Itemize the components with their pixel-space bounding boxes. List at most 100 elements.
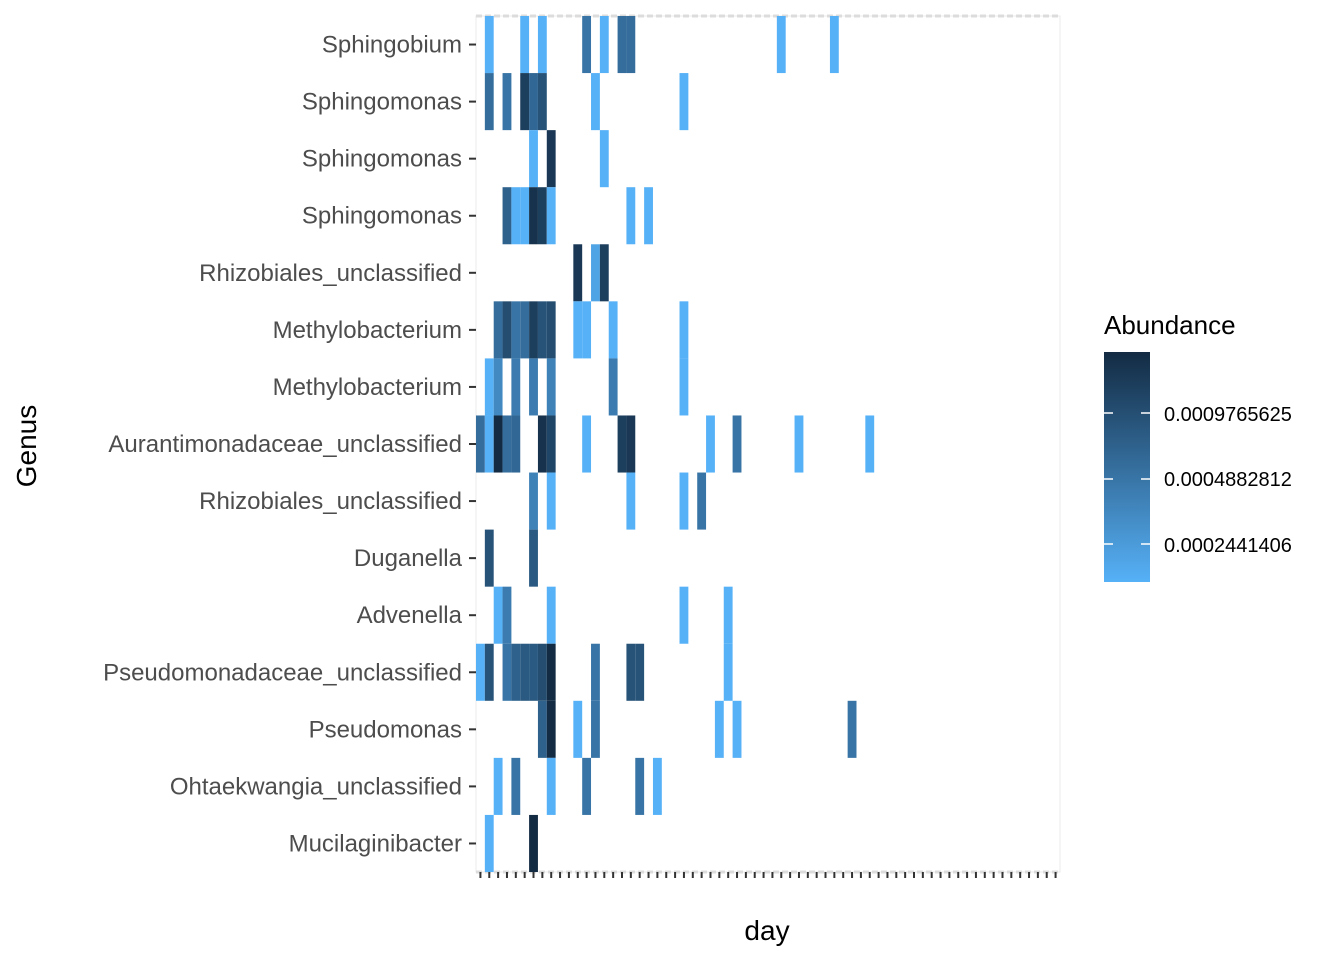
y-tick-label: Methylobacterium [273, 374, 462, 401]
heatmap-cell [732, 415, 742, 473]
heatmap-cell [502, 643, 512, 701]
heatmap-cell [529, 358, 538, 416]
heatmap-cell [546, 757, 556, 815]
heatmap-cell [582, 16, 592, 74]
y-tick-label: Aurantimonadaceae_unclassified [108, 431, 462, 458]
heatmap-cell [511, 415, 521, 473]
heatmap-cell [502, 586, 512, 644]
heatmap-cell [591, 244, 600, 302]
heatmap-cell [626, 16, 636, 74]
heatmap-cell [573, 700, 583, 758]
heatmap-cell [529, 73, 538, 131]
x-axis-ticks [479, 872, 1057, 878]
heatmap-cell [493, 415, 503, 473]
heatmap-cell [847, 700, 857, 758]
heatmap-cell [732, 700, 742, 758]
heatmap-cell [529, 643, 538, 701]
heatmap-cell [546, 472, 556, 530]
heatmap-cell [546, 586, 556, 644]
heatmap-cell [511, 301, 521, 359]
heatmap-cell [723, 586, 733, 644]
heatmap-cell [529, 529, 538, 587]
heatmap-cell [502, 73, 512, 131]
y-tick-label: Mucilaginibacter [289, 830, 462, 857]
heatmap-cell [546, 301, 556, 359]
y-tick-label: Ohtaekwangia_unclassified [170, 773, 462, 800]
x-axis-title: day [744, 915, 789, 946]
heatmap-cell [537, 643, 547, 701]
y-tick-label: Duganella [354, 545, 463, 572]
heatmap-cell [537, 301, 547, 359]
heatmap-cell [865, 415, 875, 473]
heatmap-cell [537, 73, 547, 131]
heatmap-cell [626, 415, 636, 473]
heatmap-cell [529, 301, 538, 359]
heatmap-cell [520, 73, 530, 131]
heatmap-cell [829, 16, 839, 74]
heatmap-cell [679, 358, 689, 416]
legend-label-low: 0.0002441406 [1164, 535, 1292, 557]
heatmap-cell [484, 529, 494, 587]
heatmap-cell [591, 73, 600, 131]
heatmap-cell [529, 472, 538, 530]
y-tick-label: Sphingomonas [302, 89, 462, 116]
heatmap-cell [537, 16, 547, 74]
y-tick-label: Pseudomonadaceae_unclassified [103, 659, 462, 686]
heatmap-cell [484, 358, 494, 416]
heatmap-cell [573, 301, 583, 359]
heatmap-cell [520, 643, 530, 701]
y-tick-label: Advenella [357, 602, 463, 629]
heatmap-cell [626, 472, 636, 530]
y-tick-label: Sphingomonas [302, 203, 462, 230]
legend-label-high: 0.0009765625 [1164, 404, 1292, 426]
heatmap-cell [484, 814, 494, 872]
heatmap-cell [591, 700, 600, 758]
heatmap-cells [476, 16, 875, 872]
legend-label-mid: 0.0004882812 [1164, 469, 1292, 491]
heatmap-cell [546, 358, 556, 416]
heatmap-cell [502, 187, 512, 245]
heatmap-cell [644, 187, 653, 245]
heatmap-cell [493, 757, 503, 815]
heatmap-cell [537, 700, 547, 758]
heatmap-cell [546, 130, 556, 188]
y-tick-label: Rhizobiales_unclassified [199, 488, 462, 515]
heatmap-cell [493, 301, 503, 359]
heatmap-cell [529, 130, 538, 188]
heatmap-cell [697, 472, 707, 530]
heatmap-cell [679, 301, 689, 359]
heatmap-cell [626, 643, 636, 701]
legend: Abundance 0.0009765625 0.0004882812 0.00… [1104, 310, 1292, 582]
heatmap-cell [635, 643, 645, 701]
heatmap-cell [608, 301, 618, 359]
heatmap-cell [714, 700, 724, 758]
heatmap-cell [626, 187, 636, 245]
heatmap-cell [599, 244, 609, 302]
heatmap-cell [652, 757, 662, 815]
y-axis-labels: Sphingobium Sphingomonas Sphingomonas Sphin… [103, 32, 476, 857]
heatmap-cell [635, 757, 645, 815]
heatmap-cell [511, 358, 521, 416]
heatmap-cell [502, 415, 512, 473]
heatmap-cell [679, 586, 689, 644]
heatmap-cell [529, 814, 538, 872]
y-tick-label: Rhizobiales_unclassified [199, 260, 462, 287]
heatmap-cell [493, 586, 503, 644]
heatmap-cell [599, 130, 609, 188]
heatmap-cell [723, 643, 733, 701]
heatmap-cell [493, 358, 503, 416]
heatmap-cell [608, 358, 618, 416]
heatmap-cell [484, 415, 494, 473]
heatmap-cell [484, 643, 494, 701]
heatmap-cell [679, 73, 689, 131]
heatmap-cell [617, 16, 627, 74]
legend-ticks [1104, 412, 1150, 545]
heatmap-cell [776, 16, 786, 74]
plot-panel [475, 14, 1061, 874]
heatmap-cell [599, 16, 609, 74]
heatmap-cell [573, 244, 583, 302]
legend-title: Abundance [1104, 310, 1236, 340]
y-tick-label: Sphingobium [322, 32, 462, 59]
heatmap-cell [529, 187, 538, 245]
